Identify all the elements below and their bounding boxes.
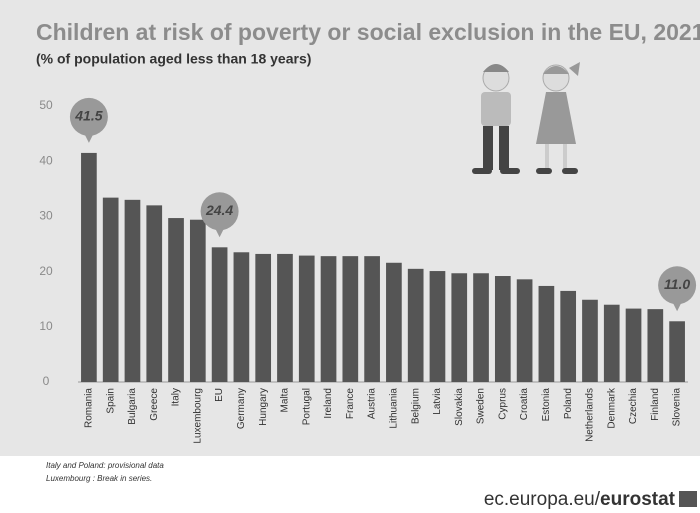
y-tick-label: 30 (39, 209, 53, 223)
footnote: Luxembourg : Break in series. (46, 474, 152, 483)
bar (647, 309, 664, 382)
bar (560, 290, 577, 382)
bar (473, 273, 489, 382)
value-label: 41.5 (74, 108, 102, 124)
chart-title: Children at risk of poverty or social ex… (36, 19, 700, 45)
bar (386, 262, 402, 382)
bar (168, 218, 184, 382)
bar (102, 197, 119, 382)
bar (189, 219, 206, 382)
x-tick-label: Lithuania (389, 388, 400, 429)
source: ec.europa.eu/eurostat (484, 489, 676, 510)
bar (494, 276, 511, 382)
x-tick-label: Hungary (258, 388, 269, 426)
bar (603, 304, 620, 382)
bar (233, 252, 250, 382)
bar (625, 308, 642, 382)
value-bubble (200, 192, 239, 231)
x-tick-label: Belgium (410, 388, 421, 424)
value-label: 11.0 (664, 276, 690, 292)
value-bubble (69, 97, 108, 136)
x-tick-label: Romania (84, 388, 95, 428)
x-tick-label: Croatia (519, 388, 530, 421)
x-tick-label: EU (214, 388, 225, 402)
bar (81, 152, 97, 382)
x-tick-label: Malta (280, 388, 291, 413)
x-tick-label: Greece (149, 388, 160, 421)
bar (146, 205, 163, 382)
x-tick-label: France (345, 388, 356, 420)
bar (669, 321, 685, 382)
source-domain: ec.europa.eu/ (484, 489, 601, 510)
x-tick-label: Ireland (323, 388, 334, 419)
x-tick-label: Luxembourg (192, 388, 203, 444)
x-tick-label: Cyprus (497, 388, 508, 420)
bar (211, 247, 228, 382)
y-tick-label: 0 (43, 374, 50, 388)
bar (277, 253, 293, 382)
x-tick-label: Slovenia (672, 388, 683, 427)
bar (429, 271, 446, 382)
chart-subtitle: (% of population aged less than 18 years… (36, 51, 311, 67)
y-tick-label: 20 (39, 264, 53, 278)
bar (538, 285, 555, 382)
source-brand: eurostat (600, 489, 676, 510)
x-tick-label: Italy (171, 388, 182, 406)
bar (320, 256, 337, 382)
x-tick-label: Austria (367, 388, 378, 420)
x-tick-label: Spain (105, 388, 116, 414)
bar (451, 273, 468, 382)
y-tick-label: 50 (39, 98, 53, 112)
bar (407, 268, 424, 382)
bar (582, 299, 598, 382)
x-tick-label: Finland (650, 388, 661, 421)
bar (364, 256, 380, 382)
x-tick-label: Germany (236, 388, 247, 429)
bar (516, 279, 533, 382)
x-tick-label: Latvia (432, 388, 443, 415)
x-tick-label: Sweden (476, 388, 487, 424)
y-tick-label: 10 (39, 319, 53, 333)
logo (679, 491, 697, 507)
x-tick-label: Czechia (628, 388, 639, 425)
value-bubble (658, 266, 697, 305)
x-tick-label: Poland (563, 388, 574, 419)
children-illustration (472, 62, 580, 174)
x-tick-label: Slovakia (454, 388, 465, 426)
x-tick-label: Estonia (541, 388, 552, 422)
bar (298, 255, 315, 382)
value-label: 24.4 (205, 202, 233, 218)
footnote: Italy and Poland: provisional data (46, 461, 164, 470)
x-tick-label: Netherlands (585, 388, 596, 442)
bar (255, 253, 272, 382)
y-tick-label: 40 (39, 153, 53, 167)
bar (124, 199, 141, 382)
x-tick-label: Bulgaria (127, 388, 138, 425)
x-tick-label: Denmark (606, 387, 617, 429)
x-tick-label: Portugal (301, 388, 312, 425)
bar (342, 256, 359, 382)
